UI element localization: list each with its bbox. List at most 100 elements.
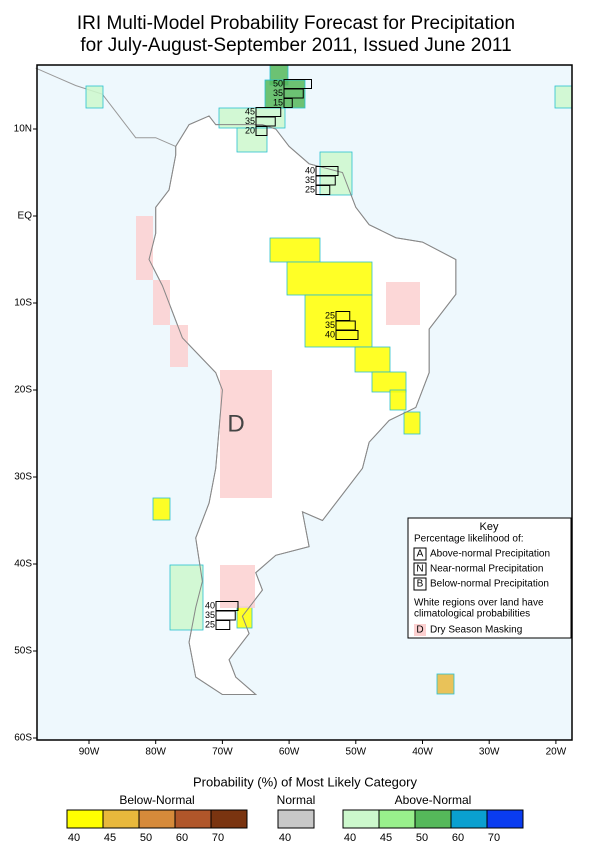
forecast-cell — [319, 151, 353, 196]
title: for July-August-September 2011, Issued J… — [80, 35, 511, 56]
key-letter: A — [417, 549, 424, 560]
dry-letter: D — [416, 625, 423, 636]
lat-label: 60S — [14, 733, 32, 744]
colorbar-swatch — [138, 809, 176, 829]
colorbar-group: Above-Normal — [395, 793, 472, 807]
probability-label: 35 — [305, 175, 315, 185]
colorbar-tick: 70 — [488, 832, 500, 844]
probability-bar — [315, 185, 331, 195]
colorbar-tick: 40 — [344, 832, 356, 844]
key-letter-box — [413, 577, 427, 591]
forecast-cell — [286, 261, 373, 296]
colorbar-tick: 60 — [176, 832, 188, 844]
colorbar-tick: 45 — [380, 832, 392, 844]
colorbar-group: Normal — [277, 793, 316, 807]
colorbar-swatch — [414, 809, 452, 829]
forecast-cell — [371, 371, 407, 393]
forecast-cell — [554, 85, 573, 109]
colorbar-swatch — [210, 809, 248, 829]
key-title: Key — [480, 521, 499, 533]
colorbar-swatch — [378, 809, 416, 829]
probability-bar — [283, 98, 293, 108]
key-letter-box — [413, 562, 427, 576]
lon-label: 30W — [479, 747, 500, 758]
map: D — [35, 64, 573, 695]
central-america — [35, 67, 176, 147]
probability-bar — [215, 620, 231, 630]
colorbar-tick: 50 — [416, 832, 428, 844]
colorbar-tick: 45 — [104, 832, 116, 844]
lon-label: 70W — [212, 747, 233, 758]
probability-label: 25 — [305, 184, 315, 194]
title: IRI Multi-Model Probability Forecast for… — [77, 13, 515, 34]
forecast-cell — [436, 673, 455, 695]
overlay: 503515453520403525253540403525KeyPercent… — [205, 78, 572, 639]
forecast-cell — [236, 127, 268, 153]
key-letter: N — [416, 564, 423, 575]
lon-label: 20W — [546, 747, 567, 758]
key-note: White regions over land have — [414, 598, 544, 609]
lat-label: EQ — [18, 211, 33, 222]
colorbar-swatch — [102, 809, 140, 829]
probability-bar — [255, 126, 268, 136]
colorbar-tick: 40 — [279, 832, 291, 844]
dry-mask-label: D — [227, 410, 244, 437]
forecast-cell — [220, 565, 255, 608]
forecast-cell — [169, 564, 204, 631]
forecast-cell — [153, 280, 170, 325]
colorbar-tick: 60 — [452, 832, 464, 844]
forecast-cell — [152, 497, 171, 521]
forecast-cell — [386, 282, 420, 325]
key-label: Near-normal Precipitation — [430, 564, 543, 575]
forecast-cell — [85, 85, 104, 109]
probability-label: 15 — [273, 97, 283, 107]
probability-label: 35 — [273, 88, 283, 98]
probability-bar — [335, 330, 359, 340]
colorbar-swatch — [174, 809, 212, 829]
probability-label: 40 — [325, 329, 335, 339]
lon-label: 90W — [79, 747, 100, 758]
key-label: Below-normal Precipitation — [430, 579, 549, 590]
key-note: climatological probabilities — [414, 609, 530, 620]
colorbar-group: Below-Normal — [119, 793, 194, 807]
key-letter: B — [417, 579, 424, 590]
probability-label: 40 — [305, 165, 315, 175]
probability-label: 35 — [325, 320, 335, 330]
key-box — [407, 517, 572, 639]
dry-label: Dry Season Masking — [430, 625, 522, 636]
colorbar-swatch — [342, 809, 380, 829]
colorbar-swatch — [66, 809, 104, 829]
lat-label: 30S — [14, 472, 32, 483]
coastline — [148, 115, 457, 695]
lat-label: 40S — [14, 559, 32, 570]
probability-bar — [283, 88, 304, 99]
colorbar-swatch — [486, 809, 524, 829]
key-subtitle: Percentage likelihood of: — [414, 534, 524, 545]
key-letter-box — [413, 547, 427, 561]
colorbar-swatch — [450, 809, 488, 829]
lat-label: 10S — [14, 298, 32, 309]
forecast-cell — [236, 606, 253, 629]
forecast-cell — [269, 237, 321, 263]
forecast-cell — [170, 325, 188, 367]
probability-label: 25 — [205, 619, 215, 629]
colorbar-tick: 50 — [140, 832, 152, 844]
map-frame — [36, 64, 573, 741]
forecast-cell — [264, 79, 306, 109]
lon-label: 60W — [279, 747, 300, 758]
probability-label: 50 — [273, 78, 283, 88]
colorbar-tick: 70 — [212, 832, 224, 844]
probability-label: 35 — [245, 116, 255, 126]
probability-label: 40 — [205, 600, 215, 610]
lat-label: 20S — [14, 385, 32, 396]
key-label: Above-normal Precipitation — [430, 549, 550, 560]
lat-label: 10N — [14, 124, 32, 135]
colorbar-swatch — [277, 809, 315, 829]
lat-label: 50S — [14, 646, 32, 657]
forecast-cell — [389, 389, 407, 411]
lon-label: 80W — [145, 747, 166, 758]
colorbar-title: Probability (%) of Most Likely Category — [193, 774, 417, 789]
probability-label: 25 — [325, 310, 335, 320]
forecast-cell — [136, 216, 153, 280]
